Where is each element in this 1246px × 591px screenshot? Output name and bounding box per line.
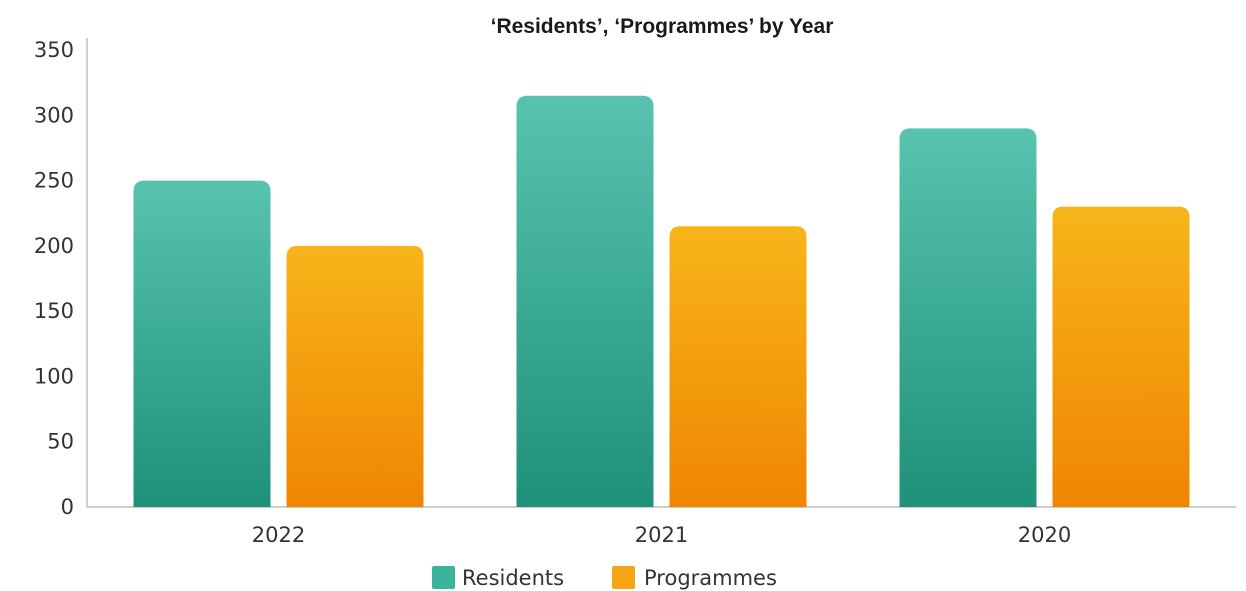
y-axis-ticks: 0 50 100 150 200 250 300 350 <box>34 38 74 519</box>
y-tick-label: 100 <box>34 364 74 388</box>
bar-residents-2020 <box>899 128 1037 508</box>
legend-label-residents: Residents <box>462 566 564 590</box>
y-tick-label: 50 <box>47 430 74 454</box>
y-tick-label: 300 <box>34 103 74 127</box>
bar-programmes-2022 <box>286 245 424 507</box>
bar-programmes-2020 <box>1052 206 1190 507</box>
chart-title: ‘Residents’, ‘Programmes’ by Year <box>491 15 834 38</box>
y-tick-label: 0 <box>61 495 74 519</box>
y-tick-label: 150 <box>34 299 74 323</box>
legend-swatch-programmes <box>612 566 635 589</box>
x-tick-label: 2022 <box>252 523 305 547</box>
legend-label-programmes: Programmes <box>644 566 777 590</box>
x-tick-label: 2020 <box>1018 523 1071 547</box>
legend: Residents Programmes <box>432 566 777 590</box>
bar-programmes-2021 <box>669 226 807 507</box>
bars-group <box>133 95 1190 508</box>
x-tick-label: 2021 <box>635 523 688 547</box>
y-tick-label: 350 <box>34 38 74 62</box>
x-axis-ticks: 2022 2021 2020 <box>252 523 1071 547</box>
bar-residents-2021 <box>516 95 654 507</box>
legend-swatch-residents <box>432 566 455 589</box>
y-tick-label: 200 <box>34 234 74 258</box>
bar-residents-2022 <box>133 180 271 508</box>
y-tick-label: 250 <box>34 169 74 193</box>
